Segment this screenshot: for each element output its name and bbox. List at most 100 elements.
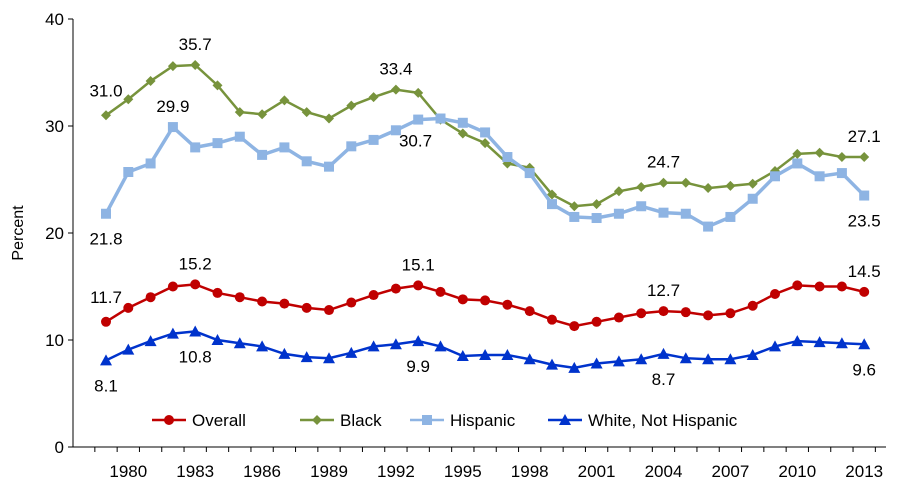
data-label: 10.8 [179,347,212,366]
data-point [725,180,736,191]
data-point [502,152,513,163]
y-tick-label: 30 [45,117,64,136]
data-point [591,316,602,327]
data-point [257,296,268,307]
data-point [569,211,580,222]
data-point [323,352,335,364]
data-point [635,353,648,365]
data-point [658,306,669,317]
data-point [279,142,290,153]
data-point [791,335,804,347]
data-point [547,314,557,325]
data-point [591,199,602,210]
data-point [569,201,580,212]
data-point [501,348,514,360]
data-point [591,213,602,224]
x-tick-label: 2007 [711,462,749,481]
data-label: 33.4 [379,60,412,79]
data-point [368,92,379,103]
data-point [212,287,223,298]
data-point [367,340,380,352]
x-tick-label: 2004 [645,462,683,481]
data-point [547,189,557,200]
data-point [479,348,492,360]
data-point [412,335,425,347]
data-point [703,221,714,232]
series-white-not-hispanic [100,325,871,373]
data-point [435,286,446,297]
data-point [324,161,334,172]
data-point [279,95,290,106]
data-label: 14.5 [848,262,881,281]
data-point [769,340,781,352]
data-label: 9.6 [852,360,876,379]
data-point [814,281,825,292]
data-point [345,346,358,358]
data-point [814,147,825,158]
data-point [434,340,447,352]
data-point [145,292,156,303]
data-point [122,343,135,355]
data-point [725,308,736,319]
x-tick-label: 1980 [109,462,147,481]
data-point [435,113,446,124]
data-label: 15.2 [179,254,212,273]
data-point [234,107,245,118]
data-point [457,117,468,128]
data-point [190,279,201,290]
data-point [422,415,432,425]
y-tick-label: 10 [45,331,64,350]
data-point [190,142,201,153]
data-label: 30.7 [399,132,432,151]
x-tick-label: 1998 [511,462,549,481]
data-point [792,158,803,169]
legend: Overall Black Hispanic White, Not Hispanic [152,411,738,430]
data-point [613,186,624,197]
data-point [747,178,758,189]
data-point [189,325,202,337]
data-point [212,138,223,149]
data-point [233,337,246,349]
legend-label: White, Not Hispanic [588,411,738,430]
data-point [101,208,111,219]
data-point [190,60,201,71]
data-point [569,321,580,332]
data-point [792,280,803,291]
data-label: 35.7 [179,35,212,54]
x-tick-label: 2001 [578,462,616,481]
data-point [836,168,847,179]
data-point [612,355,625,367]
data-point [770,288,780,299]
data-point [324,113,334,124]
data-label: 12.7 [647,281,680,300]
data-label: 11.7 [90,288,122,307]
data-point [457,128,468,139]
data-point [679,352,692,364]
data-point [312,415,322,425]
data-label: 27.1 [848,127,881,146]
data-point [346,297,357,308]
data-point [836,281,847,292]
data-point [279,298,290,309]
data-point [123,302,134,313]
data-point [524,306,535,317]
data-point [835,337,848,349]
data-point [480,127,491,138]
data-point [167,122,178,133]
data-point [703,183,714,194]
x-tick-label: 1992 [377,462,415,481]
data-point [257,149,268,160]
x-tick-label: 2013 [845,462,883,481]
x-tick-label: 1989 [310,462,348,481]
data-point [613,208,624,219]
data-point [212,80,223,91]
series-overall [101,279,870,332]
data-point [680,307,691,318]
data-point [859,190,870,201]
data-point [234,131,245,142]
data-label: 8.7 [652,370,676,389]
data-point [257,109,268,120]
data-point [502,299,513,310]
data-point [101,110,111,121]
